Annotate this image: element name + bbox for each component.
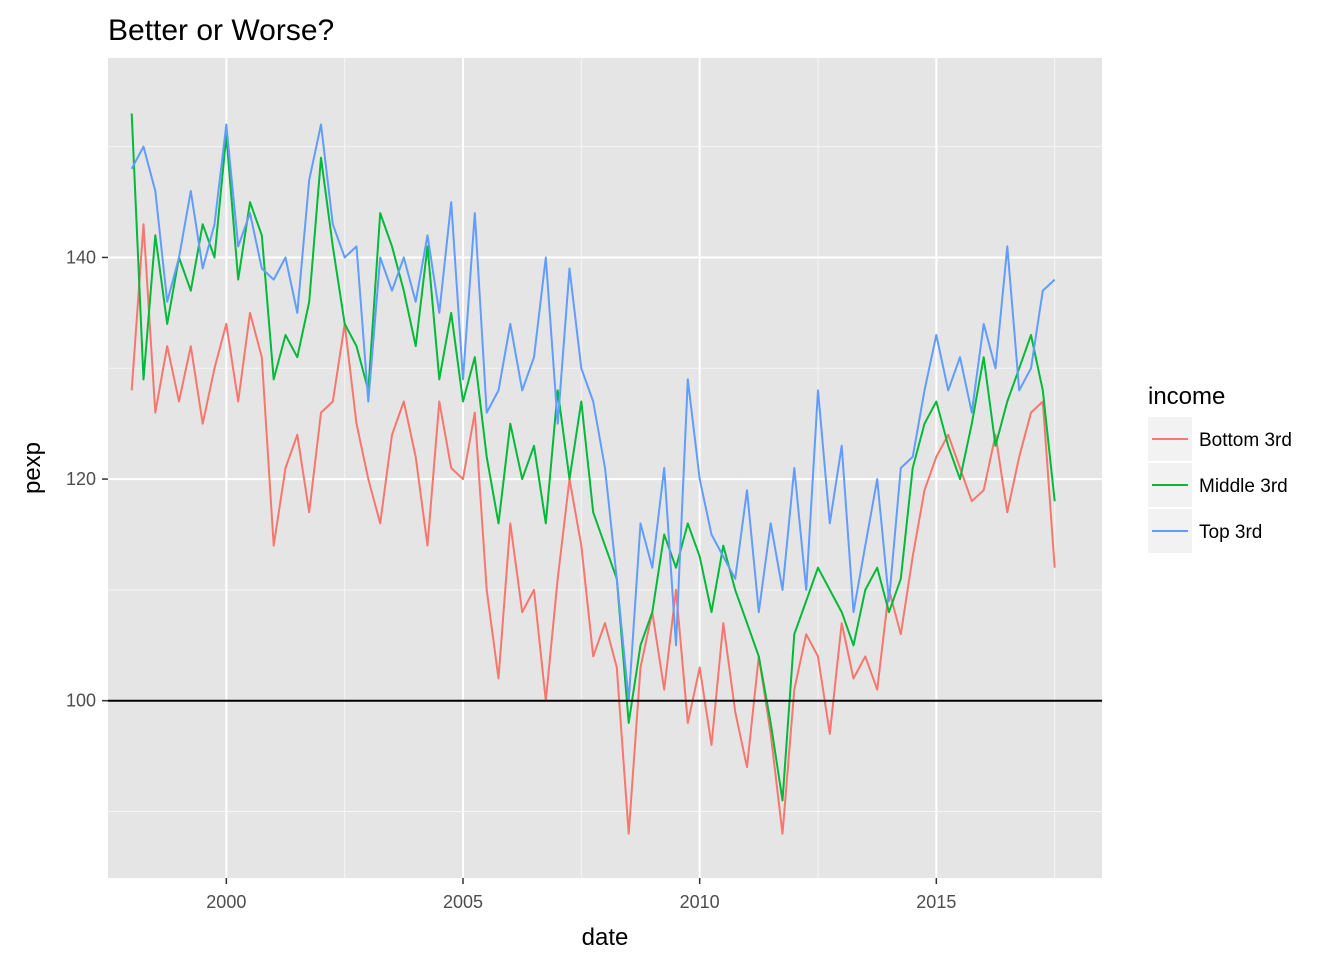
x-tick-label: 2010 xyxy=(680,892,720,912)
x-axis-title: date xyxy=(582,924,629,951)
legend-label: Bottom 3rd xyxy=(1199,430,1292,451)
legend-item-bottom-3rd: Bottom 3rd xyxy=(1148,417,1292,461)
legend-item-middle-3rd: Middle 3rd xyxy=(1148,463,1288,507)
chart-title: Better or Worse? xyxy=(108,14,334,47)
x-tick-label: 2015 xyxy=(916,892,956,912)
x-axis-ticks: 2000 2005 2010 2015 xyxy=(206,878,956,912)
legend-title: income xyxy=(1148,383,1225,410)
legend-label: Top 3rd xyxy=(1199,522,1262,543)
y-axis-ticks: 100 120 140 xyxy=(66,247,108,711)
legend-item-top-3rd: Top 3rd xyxy=(1148,509,1262,553)
legend: income Bottom 3rd Middle 3rd Top 3rd xyxy=(1148,383,1292,553)
legend-items: Bottom 3rd Middle 3rd Top 3rd xyxy=(1148,417,1292,553)
major-gridlines xyxy=(108,58,1102,878)
y-axis-title: pexp xyxy=(19,442,46,494)
y-tick-label: 100 xyxy=(66,691,96,711)
x-tick-label: 2000 xyxy=(206,892,246,912)
y-tick-label: 140 xyxy=(66,247,96,267)
series-line-middle-3rd xyxy=(130,113,1056,802)
x-tick-label: 2005 xyxy=(443,892,483,912)
series-line-bottom-3rd xyxy=(130,223,1056,835)
y-tick-label: 120 xyxy=(66,469,96,489)
legend-label: Middle 3rd xyxy=(1199,476,1288,497)
series-lines xyxy=(130,113,1056,835)
series-line-top-3rd xyxy=(130,123,1056,702)
